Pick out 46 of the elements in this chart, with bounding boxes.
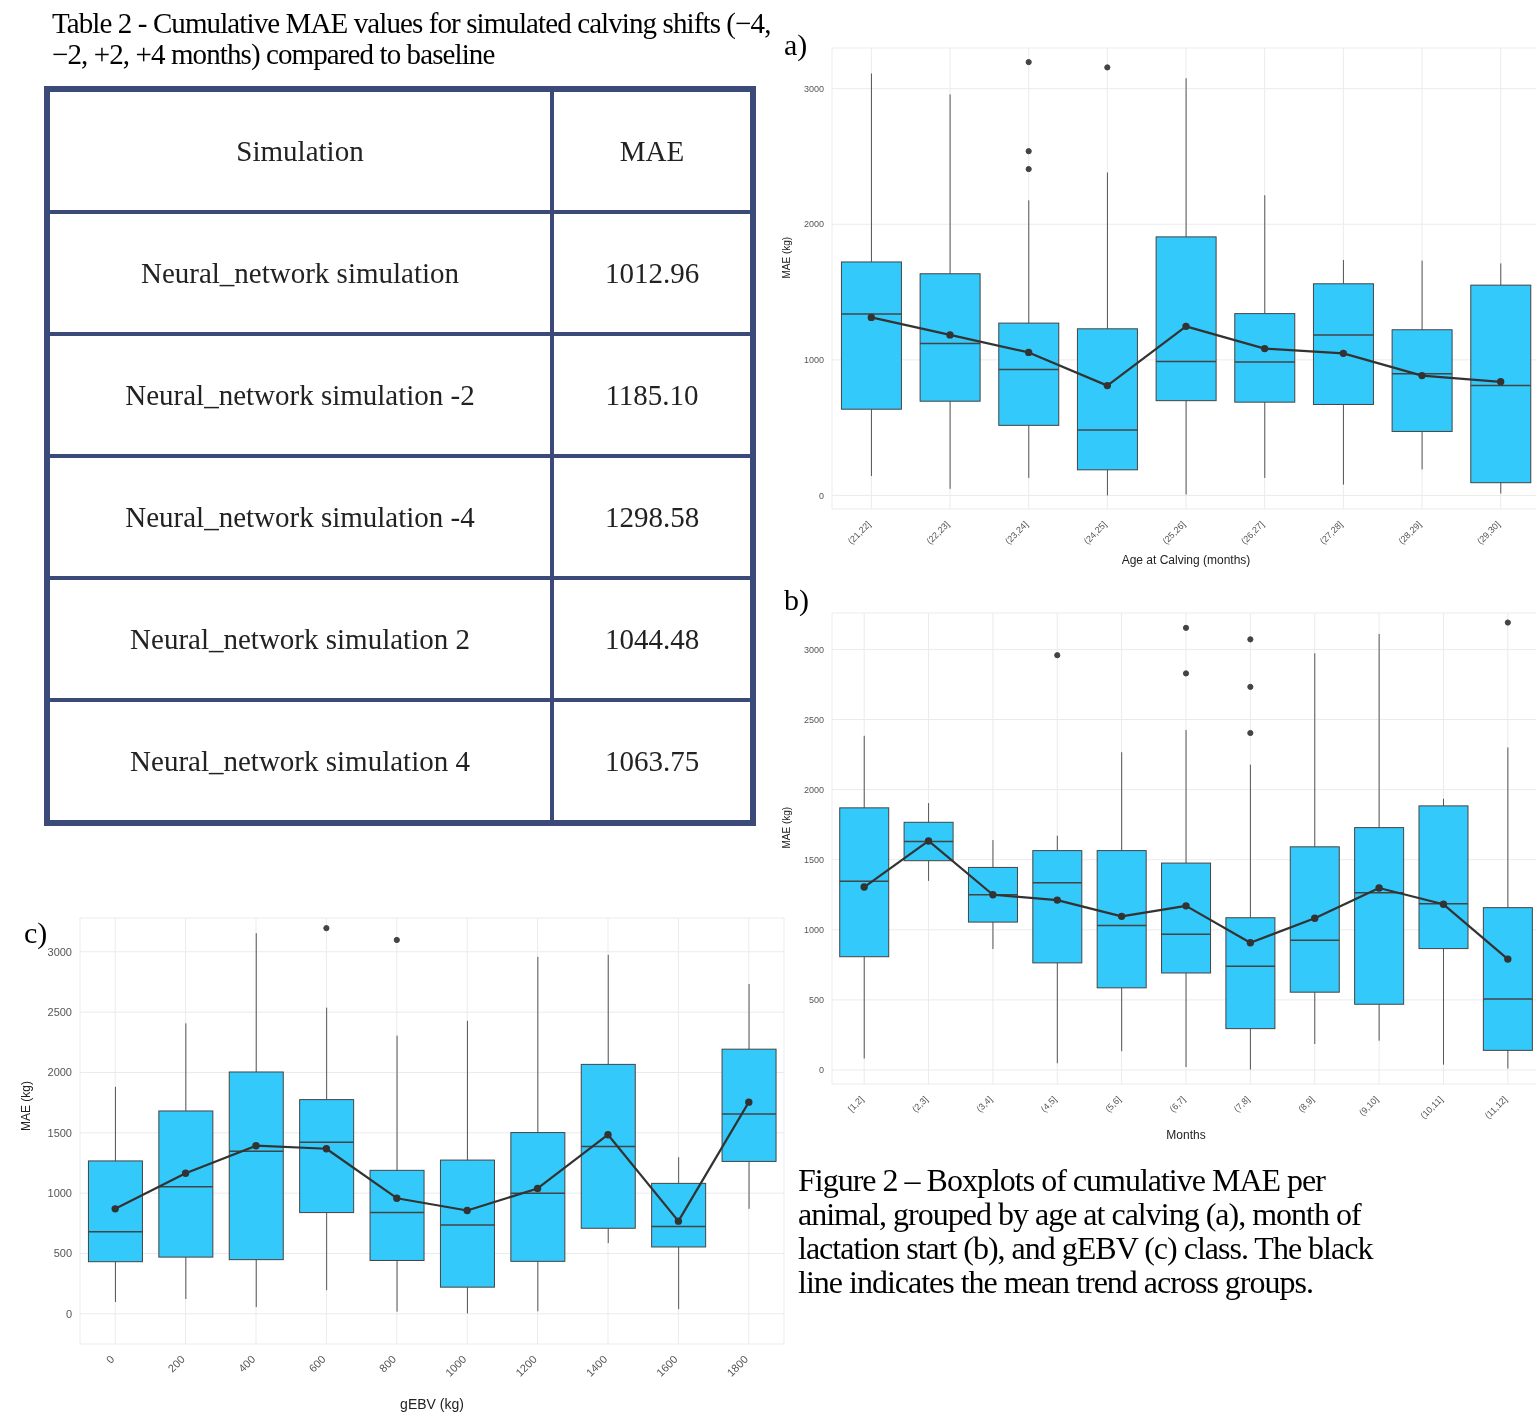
x-tick-label: 400: [235, 1352, 258, 1375]
y-tick-label: 1500: [803, 854, 824, 865]
y-axis-title: MAE (kg): [780, 236, 792, 279]
category-label: Neural_network simulation -2: [47, 334, 552, 456]
category-label: Neural_network simulation -4: [47, 456, 552, 578]
text: 1063.75: [604, 744, 700, 777]
y-tick-label: 3000: [803, 644, 824, 655]
y-tick-label: 2000: [47, 1066, 72, 1079]
y-tick-label: 1000: [803, 925, 824, 935]
y-axis-title: MAE (kg): [780, 806, 792, 849]
chart-title: b): [784, 583, 809, 617]
text: 1298.58: [604, 500, 700, 533]
text: 1044.48: [604, 622, 700, 655]
chart-title: a): [784, 28, 808, 62]
x-tick-label: 0: [103, 1352, 117, 1366]
y-tick-label: 0: [65, 1307, 72, 1320]
text: MAE: [552, 89, 753, 212]
text: 1185.10: [605, 378, 699, 411]
x-tick-label: 800: [376, 1352, 399, 1375]
y-tick-label: 1000: [47, 1187, 72, 1200]
x-axis-title: Months: [1166, 1128, 1206, 1142]
x-axis-title: gEBV (kg): [400, 1396, 464, 1412]
y-tick-label: 3000: [47, 945, 72, 958]
text: 1012.96: [604, 256, 700, 289]
category-label: Neural_network simulation 4: [47, 700, 552, 823]
y-tick-label: 2500: [803, 714, 824, 725]
y-tick-label: 3000: [803, 83, 824, 94]
x-tick-label: 600: [306, 1352, 328, 1375]
x-tick-label: 200: [165, 1352, 188, 1375]
caption: Figure 2 – Boxplots of cumulative MAE per animal, grouped by age at calving (a), month of lactation start (b), and gEBV (c) class. The black line indicates the mean trend across groups.: [798, 1162, 1374, 1300]
y-tick-label: 500: [53, 1247, 72, 1260]
text: Simulation: [47, 89, 552, 212]
category-label: Neural_network simulation 2: [47, 578, 552, 700]
chart-title: c): [24, 916, 48, 950]
y-tick-label: 2000: [803, 784, 824, 795]
y-tick-label: 1000: [803, 355, 824, 366]
text: Table 2 - Cumulative MAE values for simulated calving shifts (−4, −2, +2, +4 months) compared to baseline: [52, 7, 771, 70]
category-label: Neural_network simulation: [47, 212, 552, 334]
x-axis-title: Age at Calving (months): [1121, 553, 1251, 567]
y-tick-label: 0: [818, 490, 824, 501]
y-tick-label: 1500: [47, 1126, 72, 1139]
y-tick-label: 2000: [803, 219, 824, 230]
y-tick-label: 2500: [47, 1006, 72, 1019]
y-axis-title: MAE (kg): [19, 1080, 34, 1131]
y-tick-label: 0: [818, 1065, 824, 1076]
y-tick-label: 500: [808, 995, 824, 1006]
